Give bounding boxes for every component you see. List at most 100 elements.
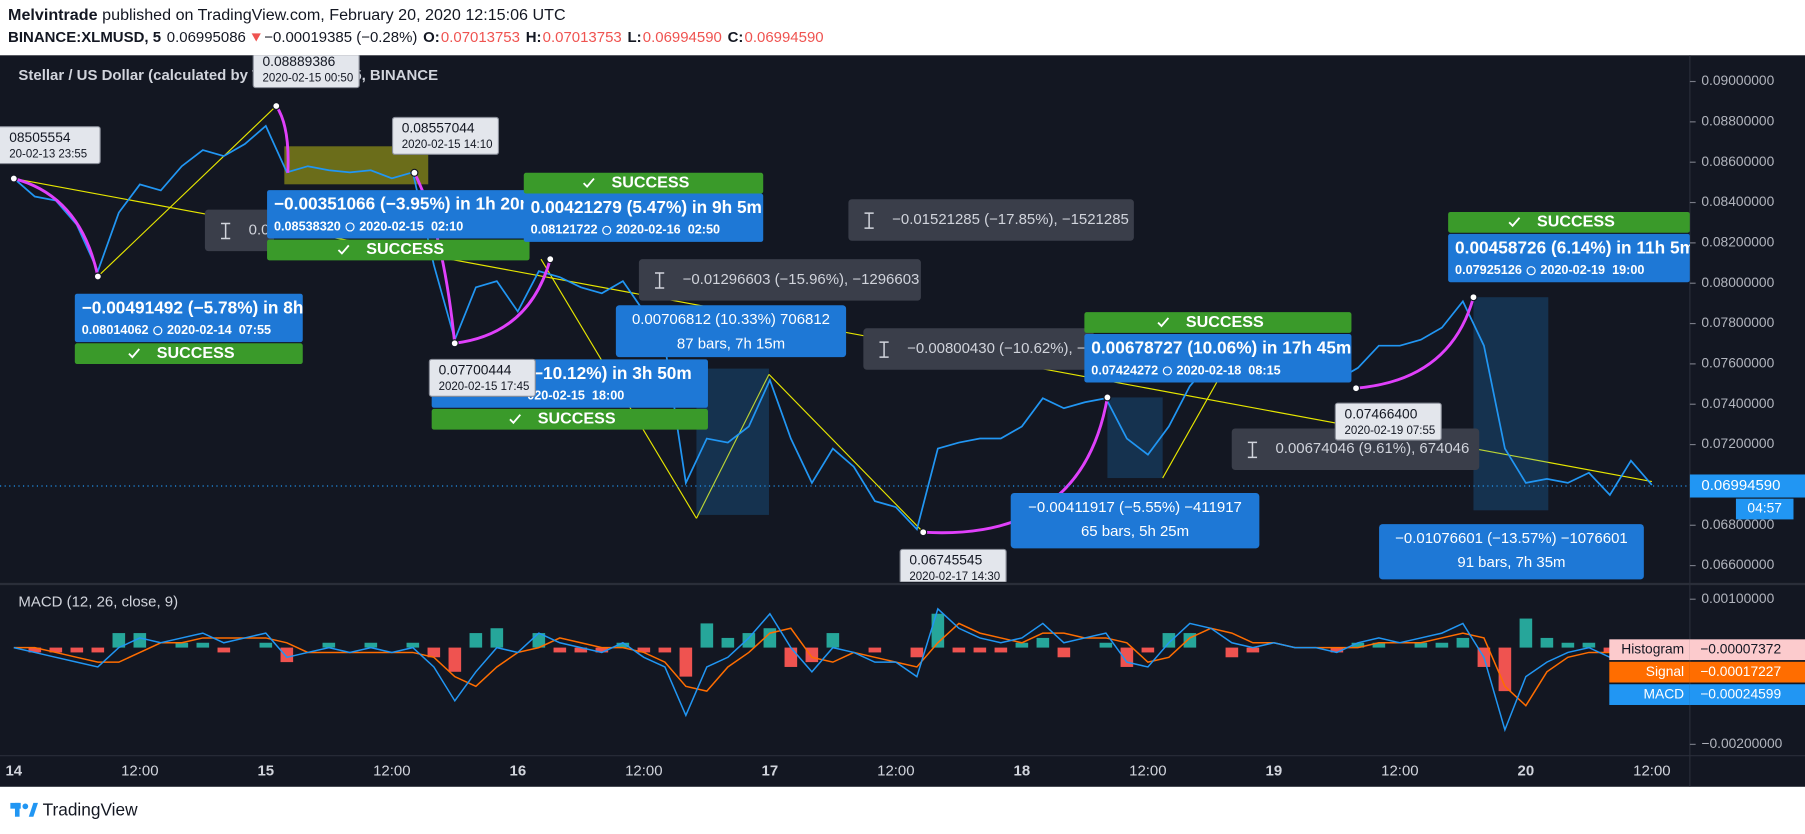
- range-label-box: [638, 259, 921, 301]
- ohlc-value: 0.07013753: [441, 29, 520, 46]
- histogram-bar: [49, 647, 63, 653]
- histogram-bar: [868, 647, 882, 653]
- range-icon: [879, 341, 889, 358]
- histogram-bar: [1141, 647, 1155, 653]
- callout-label: −0.00351066 (−3.95%) in 1h 20m: [274, 194, 535, 214]
- callout-price: 0.07424272: [1091, 363, 1158, 377]
- trend-line: [768, 373, 924, 533]
- legend-name-box: [1609, 639, 1690, 661]
- status-label: SUCCESS: [538, 410, 616, 428]
- histogram-bar: [427, 647, 441, 658]
- histogram-bar: [490, 628, 504, 648]
- last-price-box: [1689, 474, 1805, 498]
- range-label: 0.0: [249, 221, 270, 238]
- callout-box: [267, 190, 530, 239]
- histogram-bar: [259, 642, 273, 648]
- histogram-bar: [1246, 647, 1260, 653]
- y-tick-label: 0.08800000: [1701, 112, 1774, 128]
- histogram-bar: [406, 642, 420, 648]
- anchor-point: [450, 339, 459, 348]
- status-label: SUCCESS: [1186, 313, 1264, 331]
- status-label: SUCCESS: [366, 240, 444, 258]
- legend-value: −0.00024599: [1700, 685, 1781, 701]
- measure-label: 0.00706812 (10.33%) 706812: [632, 311, 830, 328]
- point-label-box: [899, 548, 1007, 582]
- measure-sub: 65 bars, 5h 25m: [1081, 523, 1189, 540]
- histogram-bar: [784, 647, 798, 667]
- x-tick-label: 12:00: [373, 763, 410, 780]
- histogram-bar: [1225, 647, 1239, 658]
- y-tick-label: 0.06800000: [1701, 516, 1774, 532]
- callout-time: 2020-02-14 07:55: [167, 323, 271, 337]
- callout-box: [523, 193, 764, 242]
- last-price-label: 0.06994590: [1701, 477, 1780, 494]
- anchor-point: [9, 174, 18, 183]
- histogram-bar: [322, 642, 336, 648]
- anchor-point: [919, 528, 928, 537]
- point-time: 2020-02-15 00:50: [262, 72, 353, 84]
- price-pane: Stellar / US Dollar (calculated by Tradi…: [0, 55, 1690, 582]
- histogram-bar: [637, 647, 651, 653]
- swing-arc: [275, 105, 290, 173]
- range-icon: [1247, 441, 1258, 459]
- y-tick-label: 0.08600000: [1701, 153, 1774, 169]
- countdown-box: [1735, 498, 1794, 520]
- callout-price: 0.08014062: [82, 323, 149, 337]
- measure-sub: 91 bars, 7h 35m: [1457, 554, 1565, 571]
- legend-name-box: [1609, 661, 1690, 683]
- range-label-box: [848, 199, 1134, 241]
- legend-name: MACD: [1644, 685, 1685, 701]
- clock-icon: [602, 225, 612, 235]
- histogram-bar: [742, 633, 756, 648]
- x-tick-label: 12:00: [121, 763, 158, 780]
- anchor-point: [1469, 293, 1478, 302]
- histogram-bar: [1330, 647, 1344, 653]
- histogram-bar: [1456, 637, 1470, 648]
- histogram-bar: [469, 633, 483, 648]
- callout-box: [1448, 233, 1690, 283]
- legend-name: Histogram: [1621, 640, 1684, 656]
- trend-line: [97, 105, 277, 277]
- x-tick-label: 20: [1518, 763, 1535, 780]
- published: published on TradingView.com, February 2…: [102, 6, 566, 24]
- histogram-bar: [1414, 642, 1428, 648]
- status-label: SUCCESS: [611, 173, 689, 191]
- histogram-bar: [721, 637, 735, 648]
- brand: TradingView: [43, 800, 139, 820]
- range-label: −0.01296603 (−15.96%), −1296603: [683, 271, 920, 288]
- histogram-bar: [595, 647, 609, 653]
- histogram-bar: [28, 647, 42, 653]
- status-box: [267, 239, 530, 261]
- status-box: [74, 343, 303, 365]
- point-price: 0.06745545: [909, 552, 982, 568]
- x-tick-label: 18: [1014, 763, 1031, 780]
- histogram-bar: [175, 642, 189, 648]
- ohlc-key: O:: [423, 29, 440, 46]
- x-tick-label: 12:00: [1129, 763, 1166, 780]
- x-tick-label: 17: [762, 763, 779, 780]
- histogram-bar: [196, 642, 210, 648]
- callout-label: (−10.12%) in 3h 50m: [527, 363, 692, 383]
- x-tick-label: 19: [1266, 763, 1283, 780]
- range-icon: [864, 212, 874, 229]
- callout-price: 0.08538320: [274, 219, 341, 233]
- legend-name-box: [1609, 684, 1690, 705]
- anchor-point: [1352, 384, 1361, 393]
- clock-icon: [153, 325, 163, 336]
- y-tick-label: 0.08200000: [1701, 234, 1774, 250]
- y-tick-label: 0.07800000: [1701, 314, 1774, 330]
- point-label-box: [1334, 402, 1442, 441]
- check-icon: [582, 177, 595, 188]
- histogram-bar: [658, 647, 672, 653]
- symbol: BINANCE:XLMUSD, 5: [8, 29, 161, 46]
- clock-icon: [1526, 266, 1536, 276]
- swing-arc: [454, 258, 552, 345]
- point-time: 2020-02-15 17:45: [439, 381, 530, 393]
- clock-icon: [345, 222, 355, 232]
- histogram-bar: [910, 647, 924, 658]
- histogram-bar: [364, 642, 378, 648]
- point-label-box: [0, 126, 101, 165]
- histogram-bar: [217, 647, 231, 653]
- ohlc-value: 0.06994590: [643, 29, 722, 46]
